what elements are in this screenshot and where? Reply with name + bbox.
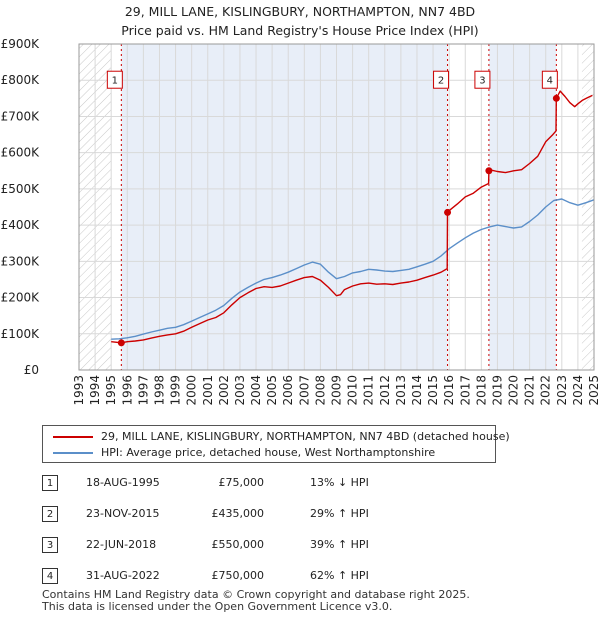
chart-subtitle: Price paid vs. HM Land Registry's House …	[121, 23, 479, 38]
sale-marker-label: 1	[112, 76, 118, 87]
x-tick-label: 2020	[507, 375, 521, 406]
y-tick-label: £400K	[1, 218, 41, 232]
sale-marker-box	[541, 70, 558, 89]
sale-marker-box	[474, 70, 491, 89]
sale-price: £750,000	[211, 569, 265, 582]
x-tick-label: 2011	[362, 375, 376, 406]
x-tick-label: 1994	[88, 375, 102, 406]
y-tick-label: £700K	[1, 109, 41, 123]
sale-point	[485, 167, 493, 175]
sale-point	[444, 208, 452, 216]
hatched-region	[581, 44, 594, 370]
chart-title-block: 29, MILL LANE, KISLINGBURY, NORTHAMPTON,…	[0, 2, 600, 40]
property-price-line	[111, 90, 593, 344]
x-tick-label: 2010	[346, 375, 360, 406]
y-tick-label: £200K	[1, 291, 41, 305]
y-tick-label: £100K	[1, 327, 41, 341]
highlight-band	[121, 44, 448, 370]
x-tick-label: 2024	[571, 375, 585, 406]
x-tick-label: 2009	[330, 375, 344, 406]
sale-marker-label: 4	[547, 76, 553, 87]
sale-row: 3 22-JUN-2018 £550,000 39% ↑ HPI	[42, 537, 562, 557]
sale-marker-label: 3	[479, 76, 485, 87]
sale-number-badge: 1	[42, 475, 58, 491]
sale-hpi-diff: 39% ↑ HPI	[310, 538, 369, 551]
sale-price: £550,000	[211, 538, 265, 551]
sale-hpi-diff: 29% ↑ HPI	[310, 507, 369, 520]
x-tick-label: 2016	[442, 375, 456, 406]
sale-point	[117, 339, 125, 347]
x-tick-label: 2003	[233, 375, 247, 406]
sale-price: £75,000	[218, 476, 265, 489]
y-tick-label: £300K	[1, 254, 41, 268]
x-tick-label: 2005	[265, 375, 279, 406]
sale-hpi-diff: 13% ↓ HPI	[310, 476, 369, 489]
sale-row: 2 23-NOV-2015 £435,000 29% ↑ HPI	[42, 506, 562, 526]
x-tick-label: 2012	[378, 375, 392, 406]
y-tick-label: £800K	[1, 73, 41, 87]
sale-row: 1 18-AUG-1995 £75,000 13% ↓ HPI	[42, 475, 562, 495]
x-tick-label: 2000	[185, 375, 199, 406]
x-tick-label: 2025	[587, 375, 600, 406]
y-tick-label: £0	[24, 363, 39, 377]
x-tick-label: 2022	[539, 375, 553, 406]
chart-title: 29, MILL LANE, KISLINGBURY, NORTHAMPTON,…	[124, 4, 476, 19]
plot-frame	[78, 43, 595, 371]
sale-number-badge: 3	[42, 537, 58, 553]
y-tick-label: £600K	[1, 146, 41, 160]
footer-attribution: Contains HM Land Registry data © Crown c…	[42, 589, 470, 613]
sale-marker-label: 2	[438, 76, 444, 87]
x-tick-label: 2008	[313, 375, 327, 406]
x-tick-label: 2004	[249, 375, 263, 406]
hpi-line	[111, 198, 595, 340]
footer-line-1: Contains HM Land Registry data © Crown c…	[42, 588, 470, 601]
x-tick-label: 2015	[426, 375, 440, 406]
x-tick-label: 1997	[136, 375, 150, 406]
x-tick-label: 2019	[490, 375, 504, 406]
y-tick-label: £500K	[1, 182, 41, 196]
sale-price: £435,000	[211, 507, 265, 520]
sale-hpi-diff: 62% ↑ HPI	[310, 569, 369, 582]
legend-swatch-property	[53, 436, 93, 438]
legend-label-hpi: HPI: Average price, detached house, West…	[101, 446, 436, 459]
x-tick-label: 1998	[152, 375, 166, 406]
sale-marker-box	[106, 70, 123, 89]
x-tick-label: 2017	[458, 375, 472, 406]
x-tick-label: 1999	[169, 375, 183, 406]
x-tick-label: 2013	[394, 375, 408, 406]
y-tick-label: £900K	[1, 37, 41, 51]
sale-row: 4 31-AUG-2022 £750,000 62% ↑ HPI	[42, 568, 562, 588]
x-tick-label: 1995	[104, 375, 118, 406]
x-tick-label: 2018	[474, 375, 488, 406]
footer-line-2: This data is licensed under the Open Gov…	[42, 600, 393, 613]
x-tick-label: 2023	[555, 375, 569, 406]
sale-date: 18-AUG-1995	[86, 476, 160, 489]
sale-number-badge: 4	[42, 568, 58, 584]
x-tick-label: 1996	[120, 375, 134, 406]
x-tick-label: 2021	[523, 375, 537, 406]
legend-swatch-hpi	[53, 452, 93, 454]
x-tick-label: 2007	[297, 375, 311, 406]
sale-date: 22-JUN-2018	[86, 538, 157, 551]
sale-date: 31-AUG-2022	[86, 569, 160, 582]
x-tick-label: 2001	[201, 375, 215, 406]
sale-marker-box	[433, 70, 450, 89]
sale-point	[552, 94, 560, 102]
x-tick-label: 1993	[72, 375, 86, 406]
x-tick-label: 2006	[281, 375, 295, 406]
x-tick-label: 2002	[217, 375, 231, 406]
sale-number-badge: 2	[42, 506, 58, 522]
legend-label-property: 29, MILL LANE, KISLINGBURY, NORTHAMPTON,…	[101, 430, 510, 443]
sale-date: 23-NOV-2015	[86, 507, 160, 520]
legend: 29, MILL LANE, KISLINGBURY, NORTHAMPTON,…	[42, 425, 510, 463]
x-tick-label: 2014	[410, 375, 424, 406]
